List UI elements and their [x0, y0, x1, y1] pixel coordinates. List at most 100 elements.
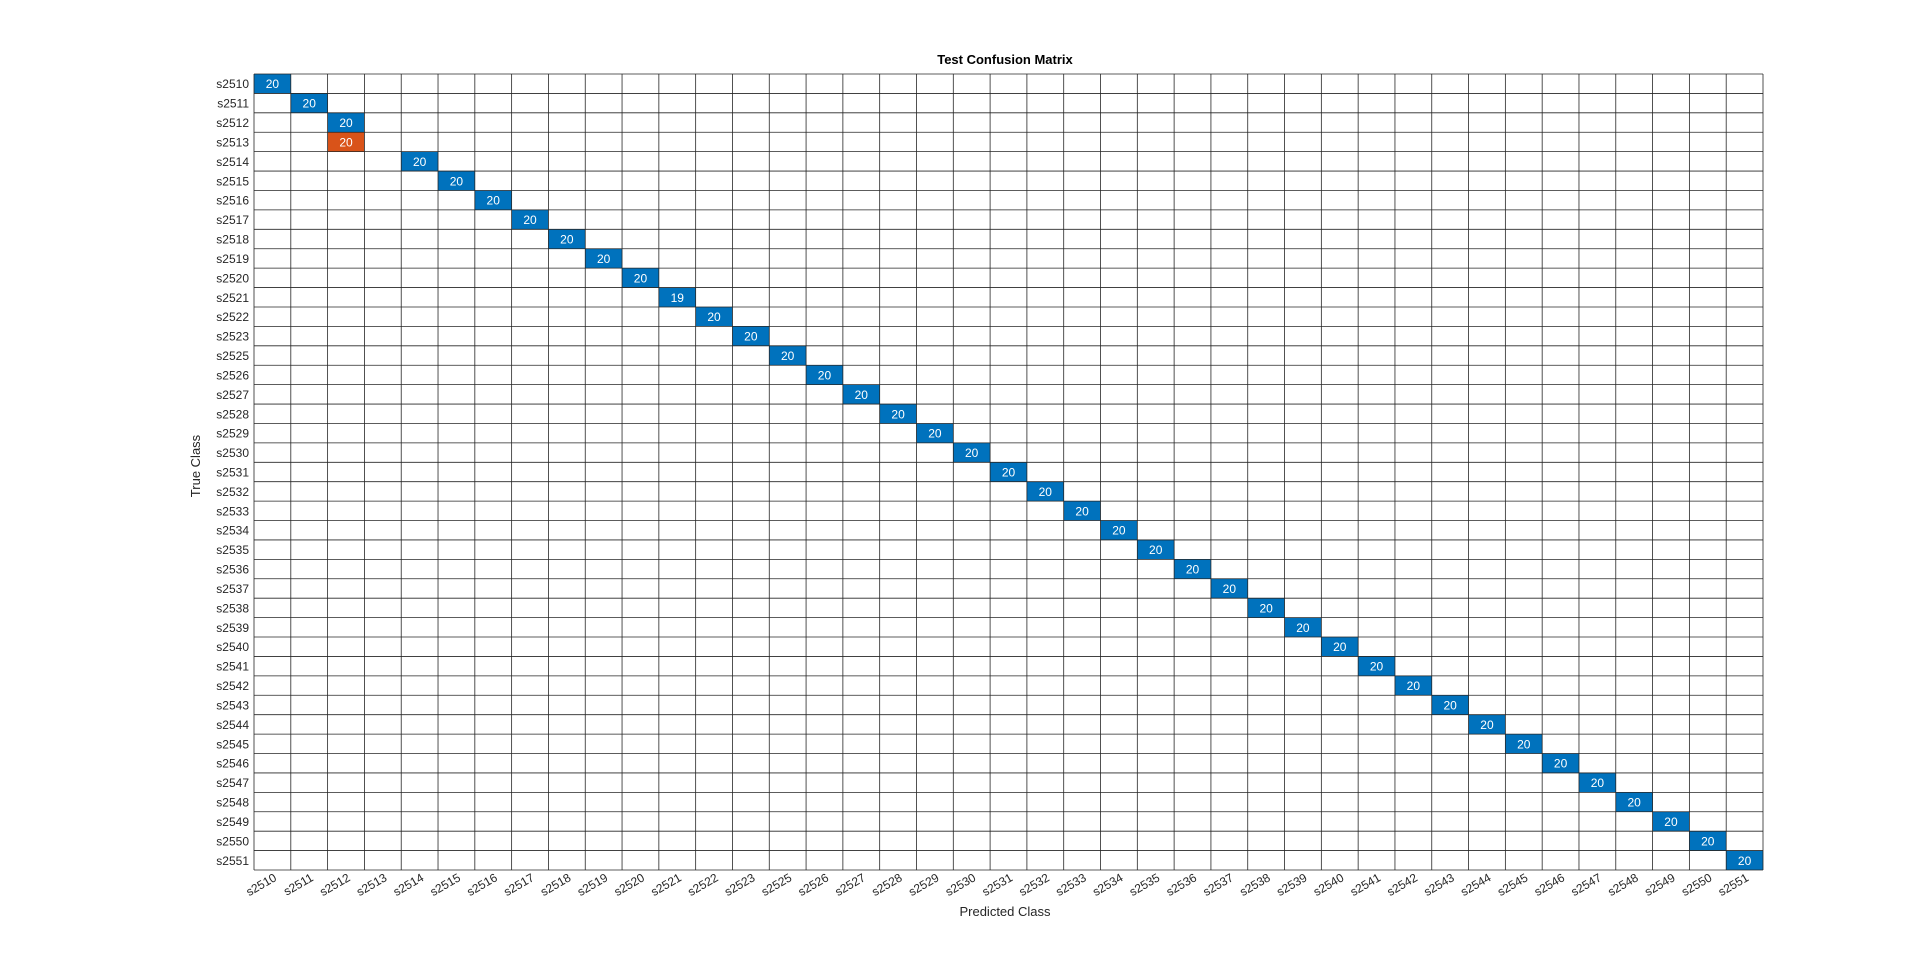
row-tick-label: s2537	[216, 582, 249, 596]
row-tick-label: s2522	[216, 310, 249, 324]
matrix-cell-s2539-s2539	[1284, 617, 1322, 638]
cell-value-label: 20	[1002, 466, 1016, 480]
cell-value-label: 20	[855, 388, 869, 402]
cell-value-label: 20	[818, 368, 832, 382]
x-axis-label: Predicted Class	[959, 904, 1051, 919]
row-tick-label: s2539	[216, 621, 249, 635]
column-tick-label: s2549	[1642, 870, 1678, 899]
cell-value-label: 20	[1701, 834, 1715, 848]
column-tick-label: s2545	[1495, 870, 1531, 899]
column-tick-label: s2533	[1053, 870, 1089, 899]
cell-value-label: 20	[339, 135, 353, 149]
column-tick-label: s2550	[1679, 870, 1715, 899]
cell-value-label: 19	[671, 291, 685, 305]
cell-value-label: 20	[450, 174, 464, 188]
row-tick-label: s2521	[216, 291, 249, 305]
cell-value-label: 20	[487, 194, 501, 208]
column-tick-label: s2541	[1348, 870, 1384, 899]
row-tick-label: s2527	[216, 388, 249, 402]
matrix-cell-s2526-s2526	[806, 365, 843, 385]
cell-value-label: 20	[1407, 679, 1421, 693]
column-tick-label: s2537	[1201, 870, 1237, 899]
matrix-cell-s2549-s2549	[1652, 811, 1690, 832]
column-tick-label: s2526	[796, 870, 832, 899]
row-tick-label: s2546	[216, 757, 249, 771]
row-tick-label: s2517	[216, 213, 249, 227]
matrix-cell-s2540-s2540	[1321, 637, 1359, 657]
matrix-cell-s2535-s2535	[1137, 539, 1175, 560]
column-tick-label: s2532	[1016, 870, 1052, 899]
cell-value-label: 20	[1112, 524, 1126, 538]
row-tick-label: s2514	[216, 155, 249, 169]
column-tick-label: s2530	[943, 870, 979, 899]
column-tick-label: s2534	[1090, 870, 1126, 899]
row-tick-label: s2538	[216, 601, 249, 615]
column-tick-label: s2535	[1127, 870, 1163, 899]
cell-value-label: 20	[1370, 660, 1384, 674]
column-tick-label: s2522	[685, 870, 721, 899]
cell-value-label: 20	[1738, 854, 1752, 868]
column-tick-label: s2520	[612, 870, 648, 899]
cell-value-label: 20	[523, 213, 537, 227]
cell-value-label: 20	[965, 446, 979, 460]
matrix-cell-s2525-s2525	[769, 345, 807, 366]
column-tick-label: s2519	[575, 870, 611, 899]
row-tick-label: s2548	[216, 796, 249, 810]
column-tick-label: s2513	[354, 870, 390, 899]
column-tick-label: s2511	[281, 870, 316, 898]
cell-value-label: 20	[1039, 485, 1053, 499]
column-tick-label: s2523	[722, 870, 758, 899]
row-tick-label: s2550	[216, 834, 249, 848]
matrix-cell-s2551-s2551	[1726, 850, 1763, 870]
cell-value-label: 20	[303, 97, 317, 111]
row-tick-label: s2549	[216, 815, 249, 829]
matrix-cell-s2523-s2523	[732, 326, 770, 346]
column-tick-label: s2528	[869, 870, 905, 899]
row-tick-label: s2533	[216, 504, 249, 518]
row-tick-label: s2545	[216, 737, 249, 751]
column-tick-label: s2539	[1274, 870, 1310, 899]
matrix-cell-s2511-s2511	[290, 93, 328, 113]
matrix-grid	[253, 73, 1764, 871]
row-tick-label: s2551	[216, 854, 249, 868]
column-tick-label: s2521	[648, 870, 684, 899]
row-tick-label: s2536	[216, 563, 249, 577]
matrix-cell-s2530-s2530	[953, 442, 991, 463]
matrix-cell-s2538-s2538	[1247, 598, 1285, 618]
cell-value-label: 20	[1333, 640, 1347, 654]
row-tick-label: s2529	[216, 427, 249, 441]
cell-value-label: 20	[266, 77, 280, 91]
cell-value-label: 20	[1223, 582, 1237, 596]
cell-value-label: 20	[339, 116, 353, 130]
column-tick-label: s2525	[759, 870, 795, 899]
matrix-cell-s2512-s2512	[327, 112, 365, 133]
matrix-cells: 20 20 20 20 20 20 20 20 20 20 20 19 20 20 20 20 20 20 20 20…	[254, 74, 1763, 870]
cell-value-label: 20	[1554, 757, 1568, 771]
matrix-cell-s2520-s2520	[622, 268, 659, 288]
row-tick-label: s2531	[216, 466, 249, 480]
row-tick-label: s2523	[216, 330, 249, 344]
column-tick-label: s2543	[1421, 870, 1457, 899]
cell-value-label: 20	[1664, 815, 1678, 829]
cell-value-label: 20	[1591, 776, 1605, 790]
matrix-cell-s2546-s2546	[1542, 753, 1579, 773]
column-tick-label: s2527	[832, 870, 868, 899]
column-tick-label: s2542	[1385, 870, 1421, 899]
column-tick-label: s2517	[501, 870, 537, 899]
row-tick-label: s2511	[217, 97, 249, 111]
row-tick-label: s2515	[216, 174, 249, 188]
cell-value-label: 20	[1628, 796, 1642, 810]
column-tick-label: s2547	[1569, 870, 1605, 899]
matrix-cell-s2510-s2510	[254, 74, 291, 94]
column-tick-label: s2544	[1458, 870, 1494, 899]
cell-value-label: 20	[1480, 718, 1494, 732]
matrix-cell-s2548-s2548	[1615, 792, 1653, 812]
matrix-cell-s2543-s2543	[1431, 695, 1469, 715]
cell-value-label: 20	[1075, 504, 1089, 518]
row-tick-label: s2526	[216, 368, 249, 382]
matrix-cell-s2528-s2528	[879, 404, 917, 424]
matrix-cell-s2547-s2547	[1578, 772, 1616, 793]
cell-value-label: 20	[597, 252, 611, 266]
column-tick-label: s2518	[538, 870, 574, 899]
matrix-cell-s2531-s2531	[990, 462, 1027, 482]
